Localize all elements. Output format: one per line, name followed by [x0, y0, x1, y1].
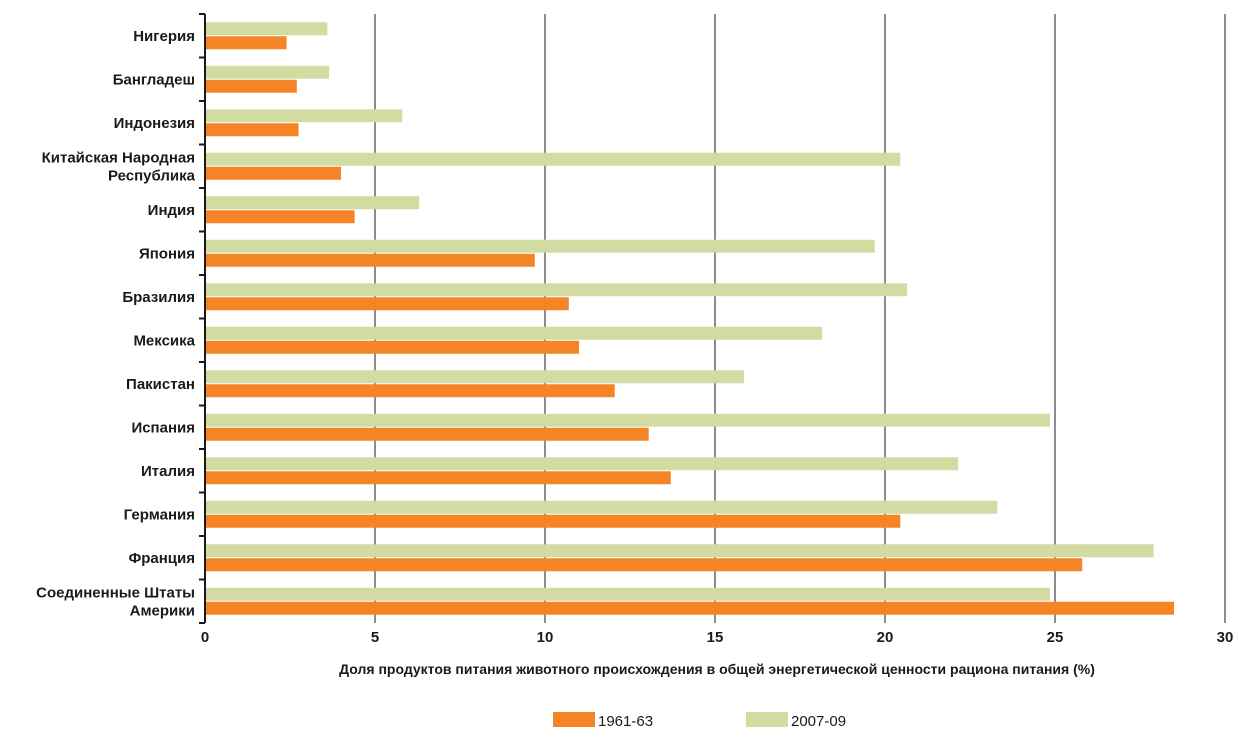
x-tick-label: 15	[707, 629, 724, 646]
bar-1961-63	[205, 166, 341, 180]
bar-2007-09	[205, 239, 875, 253]
bar-1961-63	[205, 79, 297, 93]
bar-2007-09	[205, 152, 901, 166]
legend-label: 1961-63	[598, 713, 653, 730]
bar-1961-63	[205, 36, 287, 50]
category-label: Соединенные Штаты	[36, 584, 195, 601]
bar-2007-09	[205, 196, 420, 210]
category-label: Бангладеш	[113, 71, 195, 88]
x-tick-label: 30	[1217, 629, 1234, 646]
bar-1961-63	[205, 210, 355, 224]
bar-2007-09	[205, 22, 328, 36]
category-label: Индия	[148, 202, 195, 219]
category-label: Италия	[141, 463, 195, 480]
category-label: Индонезия	[114, 115, 195, 132]
bar-2007-09	[205, 326, 823, 340]
category-label: Республика	[108, 167, 196, 184]
category-label: Франция	[128, 550, 195, 567]
x-tick-label: 25	[1047, 629, 1064, 646]
bar-2007-09	[205, 457, 959, 471]
legend: 1961-63 2007-09	[553, 712, 846, 730]
category-label: Бразилия	[122, 289, 195, 306]
category-label: Пакистан	[126, 376, 195, 393]
category-label: Америки	[130, 602, 195, 619]
bar-2007-09	[205, 370, 744, 384]
bar-2007-09	[205, 500, 998, 514]
bar-2007-09	[205, 413, 1050, 427]
x-tick-label: 5	[371, 629, 379, 646]
category-label: Нигерия	[133, 28, 195, 45]
bar-1961-63	[205, 471, 671, 485]
x-tick-label: 10	[537, 629, 554, 646]
bars-layer	[205, 22, 1174, 615]
x-axis-title: Доля продуктов питания животного происхо…	[339, 661, 1095, 677]
legend-label: 2007-09	[791, 713, 846, 730]
category-label: Япония	[139, 245, 195, 262]
legend-swatch	[746, 712, 788, 727]
bar-1961-63	[205, 253, 535, 267]
bar-2007-09	[205, 109, 403, 123]
category-label: Мексика	[133, 332, 195, 349]
axis-layer: 0 5 10 15 20 25 30 Нигерия Бангладеш Индонезия Кит…	[36, 13, 1234, 646]
x-tick-label: 20	[877, 629, 894, 646]
bar-1961-63	[205, 558, 1083, 572]
bar-1961-63	[205, 601, 1174, 615]
category-label: Китайская Народная	[42, 149, 195, 166]
category-label: Германия	[124, 506, 195, 523]
x-tick-label: 0	[201, 629, 209, 646]
bar-1961-63	[205, 384, 615, 398]
bar-2007-09	[205, 587, 1050, 601]
bar-2007-09	[205, 65, 330, 79]
bar-1961-63	[205, 340, 579, 354]
grid-layer	[374, 14, 1226, 623]
bar-1961-63	[205, 427, 649, 441]
bar-2007-09	[205, 283, 908, 297]
legend-swatch	[553, 712, 595, 727]
bar-2007-09	[205, 544, 1154, 558]
bar-1961-63	[205, 297, 569, 311]
bar-1961-63	[205, 123, 299, 137]
category-label: Испания	[131, 419, 195, 436]
bar-1961-63	[205, 514, 901, 528]
